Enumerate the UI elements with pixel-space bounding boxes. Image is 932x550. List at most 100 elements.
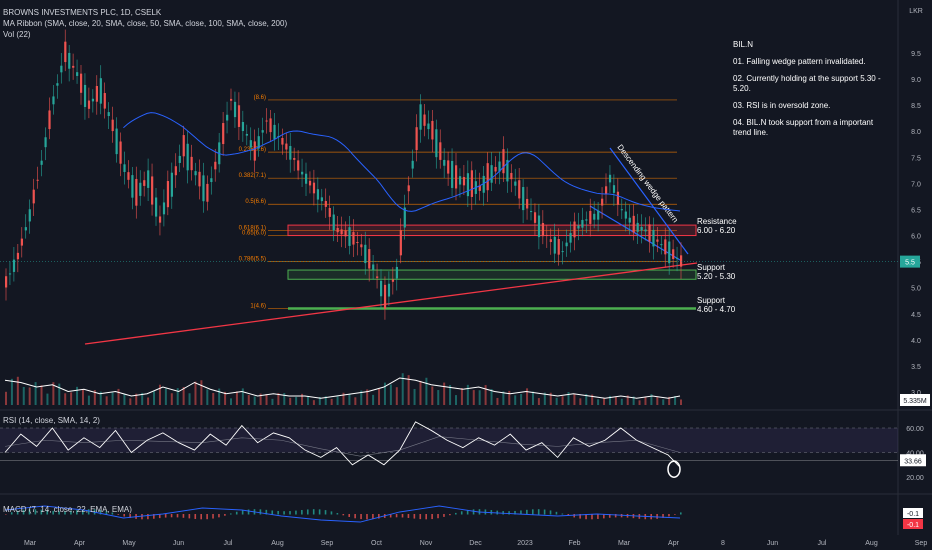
macd-histogram-bar	[656, 514, 658, 519]
candle-body	[241, 122, 245, 132]
macd-histogram-bar	[28, 509, 31, 515]
macd-histogram-bar	[389, 514, 392, 518]
macd-histogram-bar	[360, 514, 362, 520]
candle-body	[537, 215, 541, 238]
volume-bar	[230, 398, 232, 405]
candle-body	[411, 160, 414, 169]
macd-histogram-bar	[579, 514, 581, 519]
volume-bar	[105, 396, 108, 405]
symbol-title: BROWNS INVESTMENTS PLC, 1D, CSELK	[3, 8, 162, 17]
candle-body	[36, 179, 39, 181]
volume-bar	[111, 392, 114, 405]
macd-histogram-bar	[16, 510, 19, 515]
macd-histogram-bar	[141, 514, 143, 520]
macd-histogram-bar	[537, 509, 540, 515]
macd-histogram-bar	[306, 509, 309, 515]
macd-signal-value: -0.1	[907, 522, 919, 529]
time-tick-label: Jun	[767, 540, 778, 547]
ma-ribbon-label: MA Ribbon (SMA, close, 20, SMA, close, 5…	[3, 19, 288, 28]
rsi-band	[0, 428, 898, 453]
volume-bar	[5, 391, 7, 405]
candle-body	[676, 257, 679, 259]
candle-body	[127, 172, 130, 180]
volume-bar	[182, 387, 185, 405]
volume-bar	[526, 388, 529, 405]
time-tick-label: Apr	[668, 540, 680, 547]
volume-bar	[306, 395, 309, 405]
candle-body	[123, 164, 126, 172]
candle-body	[522, 187, 525, 211]
macd-histogram-bar	[182, 514, 185, 518]
time-tick-label: Mar	[24, 540, 37, 547]
candle-body	[206, 183, 209, 202]
macd-histogram-bar	[105, 510, 108, 515]
candle-body	[490, 165, 493, 183]
candle-body	[312, 182, 316, 194]
macd-histogram-bar	[176, 514, 179, 518]
rsi-value: 33.66	[904, 458, 922, 465]
candle-body	[162, 202, 166, 215]
macd-histogram-bar	[235, 511, 238, 515]
volume-bar	[10, 378, 13, 405]
volume-bar	[336, 396, 339, 405]
macd-histogram-bar	[206, 514, 208, 520]
trend-line	[84, 262, 698, 345]
volume-bar	[312, 400, 315, 405]
macd-histogram-bar	[218, 514, 220, 518]
volume-bar	[218, 388, 221, 405]
candle-body	[415, 127, 418, 151]
macd-histogram-bar	[52, 510, 54, 515]
candle-body	[478, 185, 481, 191]
macd-value: -0.1	[907, 511, 919, 518]
macd-histogram-bar	[188, 514, 191, 519]
note-item: 01. Falling wedge pattern invalidated.	[733, 57, 866, 66]
macd-histogram-bar	[668, 514, 670, 517]
candle-body	[147, 170, 150, 188]
candle-body	[249, 140, 252, 148]
price-tick-label: 9.0	[911, 77, 921, 84]
candle-body	[387, 283, 391, 297]
candle-body	[233, 101, 237, 118]
volume-bar	[407, 375, 410, 405]
candle-body	[664, 239, 667, 255]
candle-body	[32, 189, 35, 204]
volume-bar	[502, 391, 505, 405]
volume-tag	[900, 394, 930, 406]
candle-body	[466, 173, 470, 197]
volume-bar	[620, 398, 623, 405]
moving-average-line	[123, 112, 681, 212]
macd-histogram-bar	[170, 514, 173, 518]
candle-body	[143, 180, 146, 186]
macd-histogram-bar	[123, 514, 126, 517]
volume-bar	[247, 395, 250, 405]
macd-histogram-bar	[147, 514, 149, 520]
macd-signal-tag	[903, 519, 923, 529]
candle-body	[360, 244, 363, 248]
candle-body	[569, 232, 572, 243]
support-zone-upper	[287, 269, 697, 280]
macd-histogram-bar	[401, 514, 404, 518]
volume-bar	[383, 382, 386, 405]
volume-bar	[224, 391, 227, 405]
candle-body	[514, 181, 517, 186]
volume-bar	[573, 393, 576, 405]
candle-body	[435, 129, 438, 158]
price-tick-label: 7.5	[911, 155, 921, 162]
volume-bar	[295, 396, 298, 405]
time-tick-label: Aug	[865, 540, 878, 547]
candle-body	[620, 209, 623, 211]
volume-value: 5.335M	[903, 398, 927, 405]
time-tick-label: Sep	[321, 540, 334, 547]
candle-body	[462, 177, 466, 186]
candle-body	[76, 72, 79, 76]
candle-body	[518, 180, 521, 199]
macd-histogram-bar	[526, 509, 528, 515]
candle-body	[237, 105, 241, 127]
macd-histogram-bar	[348, 514, 351, 517]
candle-body	[214, 161, 217, 170]
fib-level-label: 1(4.6)	[250, 304, 266, 310]
candle-body	[44, 137, 47, 148]
rsi-tick-label: 40.00	[906, 451, 924, 458]
macd-histogram-bar	[295, 510, 297, 515]
